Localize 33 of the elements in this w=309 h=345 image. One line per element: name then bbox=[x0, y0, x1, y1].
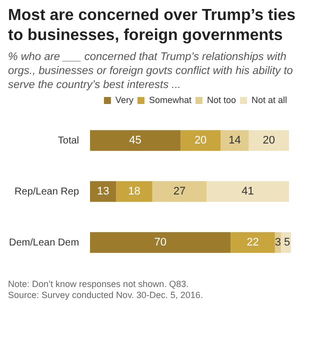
bar bbox=[90, 232, 231, 253]
legend-label: Not too bbox=[206, 94, 236, 105]
bar bbox=[152, 181, 207, 202]
data-label: 3 bbox=[274, 236, 281, 249]
bar bbox=[220, 130, 249, 151]
bar bbox=[248, 130, 289, 151]
data-label: 5 bbox=[284, 236, 290, 249]
data-label: 70 bbox=[154, 236, 166, 249]
source-note: Source: Survey conducted Nov. 30-Dec. 5, 2016. bbox=[8, 290, 204, 301]
legend-label: Very bbox=[115, 94, 134, 105]
data-label: 22 bbox=[246, 236, 259, 249]
data-label: 45 bbox=[129, 134, 142, 147]
data-label: 14 bbox=[228, 134, 241, 147]
chart-subtitle: % who are ___ concerned that Trump’s relationships with orgs., businesses or foreign govts conflict with his ability to serve the country’s best interests ... bbox=[7, 50, 294, 92]
legend-label: Not at all bbox=[251, 94, 288, 105]
data-label: 27 bbox=[173, 186, 186, 198]
y-tick-label: Rep/Lean Rep bbox=[14, 186, 80, 198]
bar bbox=[90, 181, 116, 202]
data-label: 20 bbox=[194, 134, 207, 147]
y-tick-label: Total bbox=[58, 135, 80, 146]
chart-title: Most are concerned over Trump’s ties to businesses, foreign governments bbox=[7, 6, 296, 46]
bar bbox=[180, 130, 221, 151]
bar bbox=[116, 181, 152, 202]
bar bbox=[206, 181, 289, 202]
data-label: 13 bbox=[96, 186, 110, 198]
text: Note: Don’t know responses not shown. Q83. bbox=[8, 279, 190, 290]
bar bbox=[230, 232, 275, 253]
data-label: 20 bbox=[262, 134, 276, 147]
legend-label: Somewhat bbox=[148, 94, 192, 105]
bar bbox=[90, 130, 180, 151]
data-label: 18 bbox=[128, 186, 140, 198]
data-label: 41 bbox=[242, 186, 254, 198]
y-tick-label: Dem/Lean Dem bbox=[9, 237, 80, 248]
